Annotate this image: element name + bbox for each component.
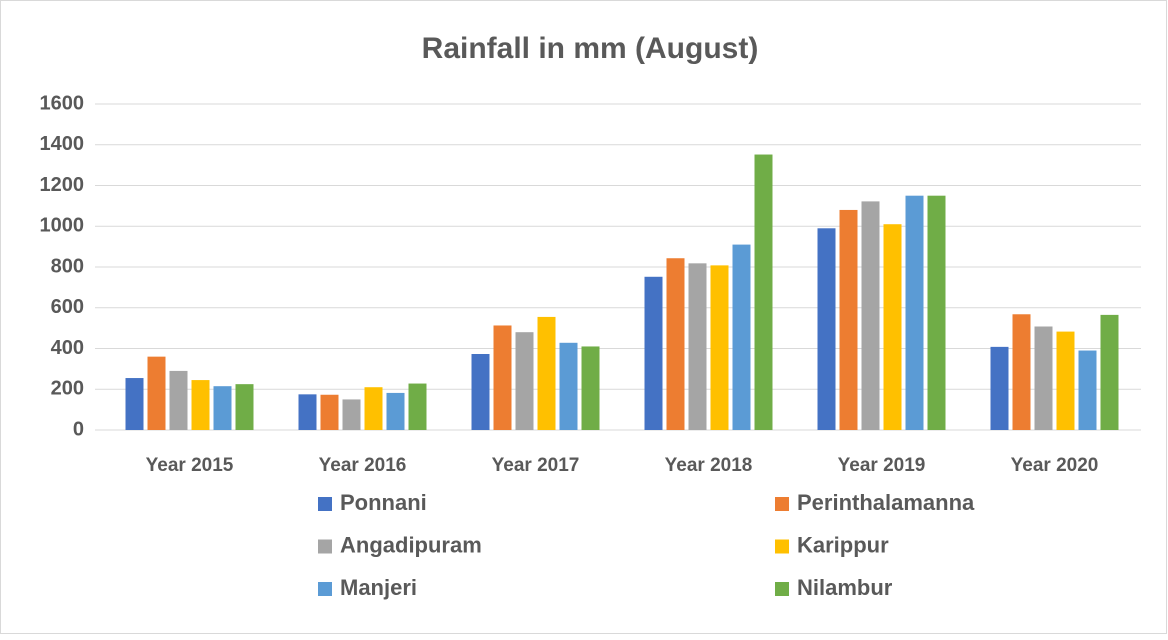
legend-label: Perinthalamanna [797,490,975,515]
legend-swatch [775,539,789,554]
y-tick-label: 400 [51,337,84,359]
legend-label: Angadipuram [340,532,482,557]
y-tick-label: 200 [51,378,84,400]
legend-swatch [318,582,332,596]
legend-label: Ponnani [340,490,427,515]
bar [1012,314,1031,430]
legend-swatch [775,497,789,511]
legend-swatch [318,497,332,511]
bar [883,224,902,430]
bar [839,209,858,430]
bar [471,354,490,430]
bar [817,228,836,430]
bar [147,356,166,430]
bar [732,244,751,430]
bar [125,378,144,430]
y-tick-label: 0 [73,418,84,440]
bar [581,346,600,430]
bar [408,383,427,430]
x-tick-label: Year 2015 [146,455,234,476]
bar [213,386,232,430]
bar [927,195,946,430]
bar [493,325,512,430]
legend-label: Karippur [797,532,889,557]
chart-title: Rainfall in mm (August) [422,32,759,65]
bar [666,258,685,430]
legend-swatch [775,582,789,596]
bar [386,392,405,430]
bar [710,265,729,430]
bar [688,263,707,430]
legend-label: Nilambur [797,575,893,600]
y-tick-label: 600 [51,296,84,318]
bar [754,154,773,430]
legend-swatch [318,539,332,554]
bar [364,387,383,430]
bar [515,332,534,430]
bar [1034,326,1053,430]
y-tick-label: 1000 [40,215,85,237]
bar [169,370,188,430]
y-tick-label: 1600 [40,92,85,114]
bar [537,316,556,430]
bar [861,201,880,430]
x-tick-label: Year 2020 [1011,455,1099,476]
bar [235,384,254,430]
x-tick-label: Year 2017 [492,455,580,476]
bar [191,380,210,430]
x-tick-label: Year 2019 [838,455,926,476]
bar [342,399,361,430]
bar [1100,314,1119,430]
y-tick-label: 1200 [40,174,85,196]
bar [559,342,578,430]
bar [905,195,924,430]
x-tick-label: Year 2016 [319,455,407,476]
y-tick-label: 800 [51,255,84,277]
bar [320,394,339,430]
bar [990,346,1009,430]
x-tick-label: Year 2018 [665,455,753,476]
bar [1078,350,1097,430]
bar [1056,331,1075,430]
y-tick-label: 1400 [40,133,85,155]
legend-label: Manjeri [340,575,417,600]
bar [644,276,663,430]
bar [298,394,317,430]
